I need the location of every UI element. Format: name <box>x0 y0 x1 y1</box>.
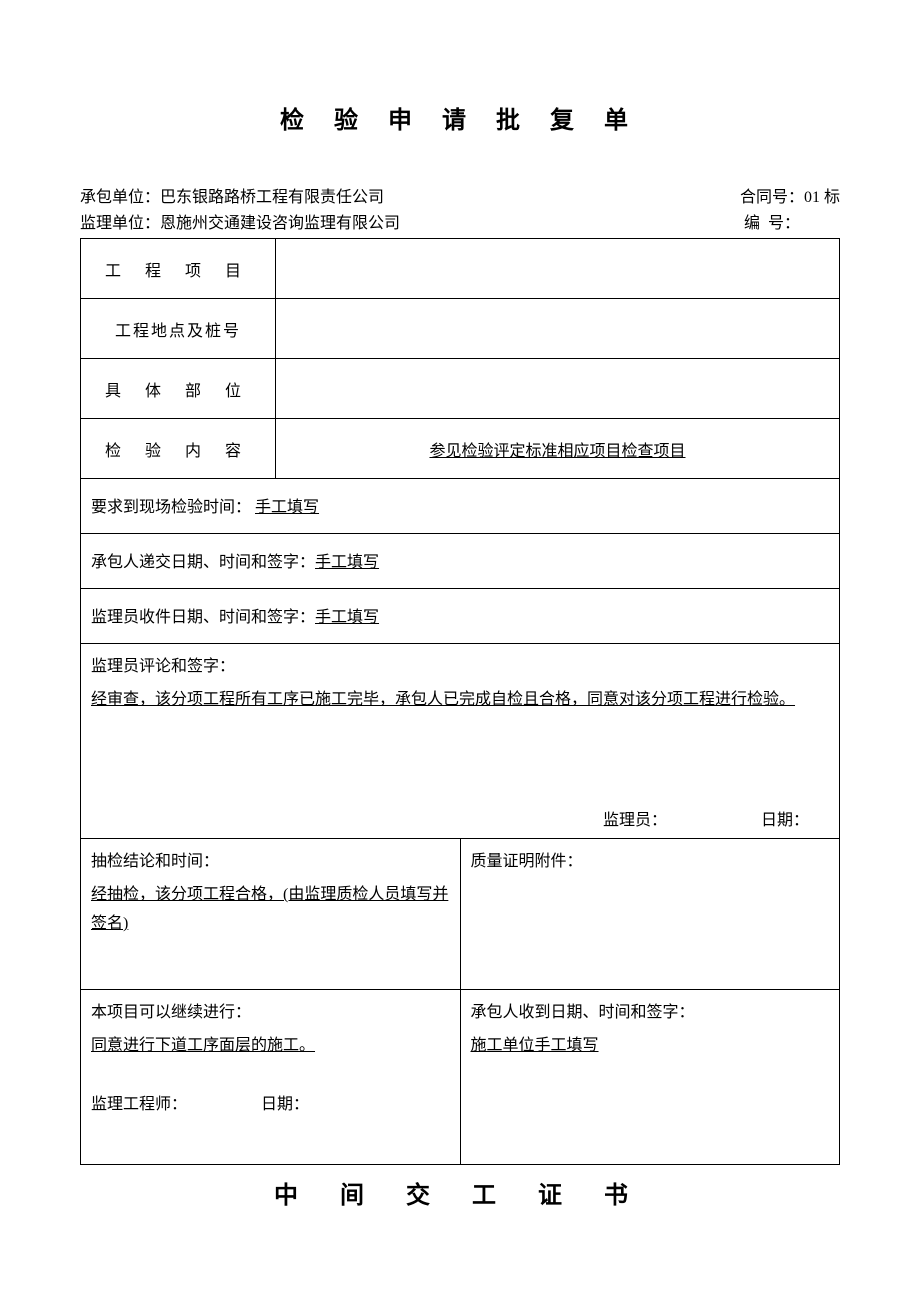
contractor-submit-value: 手工填写 <box>315 554 379 571</box>
comment-date-label: 日期： <box>761 806 809 830</box>
site-time-cell: 要求到现场检验时间： 手工填写 <box>81 479 840 534</box>
supervisor-receive-label: 监理员收件日期、时间和签字： <box>91 609 315 626</box>
row-contractor-submit: 承包人递交日期、时间和签字：手工填写 <box>81 534 840 589</box>
engineer-label: 监理工程师： <box>91 1096 187 1113</box>
spot-check-body: 经抽检，该分项工程合格，(由监理质检人员填写并签名) <box>91 881 450 939</box>
row-continue-receive: 本项目可以继续进行： 同意进行下道工序面层的施工。 监理工程师： 日期： 承包人… <box>81 989 840 1164</box>
row-inspect-content: 检 验 内 容 参见检验评定标准相应项目检查项目 <box>81 419 840 479</box>
contract-no-value: 01 标 <box>804 189 840 206</box>
site-time-label: 要求到现场检验时间： <box>91 499 251 516</box>
supervisor-value: 恩施州交通建设咨询监理有限公司 <box>160 215 400 232</box>
engineer-date-label: 日期： <box>261 1090 309 1114</box>
row-spot-quality: 抽检结论和时间： 经抽检，该分项工程合格，(由监理质检人员填写并签名) 质量证明… <box>81 839 840 989</box>
continue-cell: 本项目可以继续进行： 同意进行下道工序面层的施工。 监理工程师： 日期： <box>81 989 461 1164</box>
row-location: 工程地点及桩号 <box>81 299 840 359</box>
contractor-receive-body: 施工单位手工填写 <box>471 1032 830 1061</box>
supervisor-label: 监理单位： <box>80 215 160 232</box>
comment-cell: 监理员评论和签字： 经审查，该分项工程所有工序已施工完毕，承包人已完成自检且合格… <box>81 644 840 839</box>
serial-label2: 号： <box>768 215 800 232</box>
contractor-receive-cell: 承包人收到日期、时间和签字： 施工单位手工填写 <box>460 989 840 1164</box>
serial-label: 编 <box>744 215 768 232</box>
contractor-line: 承包单位：巴东银路路桥工程有限责任公司 <box>80 185 384 211</box>
supervisor-line: 监理单位：恩施州交通建设咨询监理有限公司 <box>80 211 400 237</box>
spot-check-cell: 抽检结论和时间： 经抽检，该分项工程合格，(由监理质检人员填写并签名) <box>81 839 461 989</box>
part-label: 具 体 部 位 <box>81 359 276 419</box>
part-value <box>276 359 840 419</box>
quality-attach-cell: 质量证明附件： <box>460 839 840 989</box>
contractor-submit-label: 承包人递交日期、时间和签字： <box>91 554 315 571</box>
supervisor-sig-label: 监理员： <box>603 806 667 830</box>
comment-body: 经审查，该分项工程所有工序已施工完毕，承包人已完成自检且合格，同意对该分项工程进… <box>91 686 829 715</box>
page-title: 检 验 申 请 批 复 单 <box>80 100 840 135</box>
comment-sig-line: 监理员： 日期： <box>513 806 809 830</box>
quality-attach-title: 质量证明附件： <box>471 847 830 871</box>
continue-title: 本项目可以继续进行： <box>91 998 450 1022</box>
continue-body: 同意进行下道工序面层的施工。 <box>91 1032 450 1061</box>
supervisor-receive-value: 手工填写 <box>315 609 379 626</box>
spot-check-title: 抽检结论和时间： <box>91 847 450 871</box>
row-site-time: 要求到现场检验时间： 手工填写 <box>81 479 840 534</box>
supervisor-receive-cell: 监理员收件日期、时间和签字：手工填写 <box>81 589 840 644</box>
row-comment: 监理员评论和签字： 经审查，该分项工程所有工序已施工完毕，承包人已完成自检且合格… <box>81 644 840 839</box>
header-block: 承包单位：巴东银路路桥工程有限责任公司 合同号：01 标 监理单位：恩施州交通建… <box>80 185 840 236</box>
form-table: 工 程 项 目 工程地点及桩号 具 体 部 位 检 验 内 容 参见检验评定标准… <box>80 238 840 839</box>
contractor-submit-cell: 承包人递交日期、时间和签字：手工填写 <box>81 534 840 589</box>
contractor-value: 巴东银路路桥工程有限责任公司 <box>160 189 384 206</box>
location-value <box>276 299 840 359</box>
page-title-2: 中 间 交 工 证 书 <box>80 1175 840 1210</box>
inspect-content-value-cell: 参见检验评定标准相应项目检查项目 <box>276 419 840 479</box>
serial-line: 编号： <box>744 211 840 237</box>
contractor-receive-title: 承包人收到日期、时间和签字： <box>471 998 830 1022</box>
comment-title: 监理员评论和签字： <box>91 652 829 676</box>
site-time-value: 手工填写 <box>255 499 319 516</box>
contractor-label: 承包单位： <box>80 189 160 206</box>
inspect-content-value: 参见检验评定标准相应项目检查项目 <box>429 443 685 460</box>
inspect-content-label: 检 验 内 容 <box>81 419 276 479</box>
row-part: 具 体 部 位 <box>81 359 840 419</box>
row-supervisor-receive: 监理员收件日期、时间和签字：手工填写 <box>81 589 840 644</box>
engineer-sig-line: 监理工程师： 日期： <box>91 1090 450 1114</box>
contract-no-line: 合同号：01 标 <box>740 185 840 211</box>
project-value <box>276 239 840 299</box>
contract-no-label: 合同号： <box>740 189 804 206</box>
row-project: 工 程 项 目 <box>81 239 840 299</box>
project-label: 工 程 项 目 <box>81 239 276 299</box>
form-table-lower: 抽检结论和时间： 经抽检，该分项工程合格，(由监理质检人员填写并签名) 质量证明… <box>80 839 840 1165</box>
location-label: 工程地点及桩号 <box>81 299 276 359</box>
